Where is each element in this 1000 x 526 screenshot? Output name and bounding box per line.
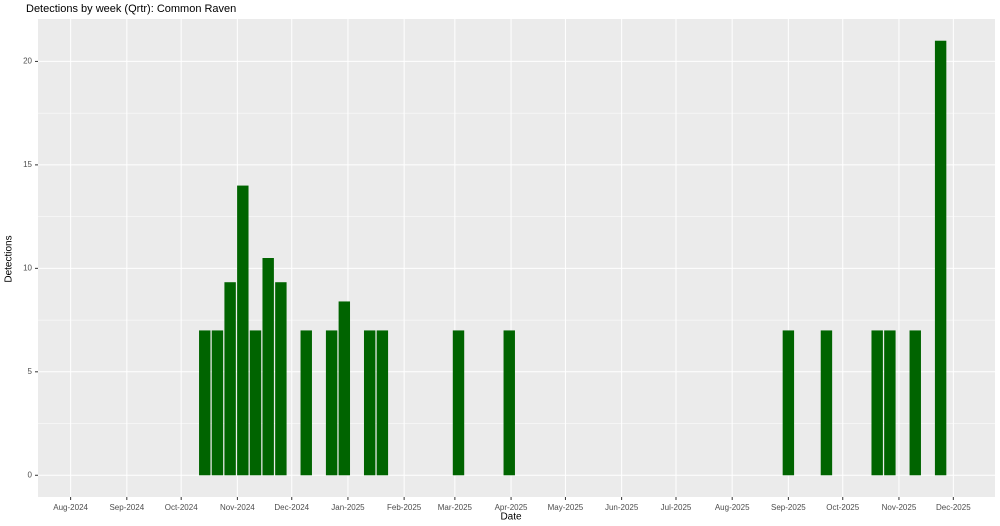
x-tick-label: Nov-2024 bbox=[220, 503, 255, 512]
x-tick-label: Oct-2025 bbox=[826, 503, 859, 512]
bar bbox=[820, 330, 833, 476]
bar bbox=[211, 330, 224, 476]
x-tick-label: Jul-2025 bbox=[661, 503, 692, 512]
x-axis-label: Date bbox=[500, 512, 522, 523]
y-tick-label: 5 bbox=[28, 367, 33, 376]
bar bbox=[884, 330, 896, 476]
chart-title: Detections by week (Qrtr): Common Raven bbox=[26, 3, 236, 15]
x-tick-label: Dec-2025 bbox=[936, 503, 971, 512]
x-tick-label: Mar-2025 bbox=[438, 503, 473, 512]
x-tick-label: Aug-2024 bbox=[53, 503, 88, 512]
bar bbox=[503, 330, 515, 476]
bar bbox=[249, 330, 262, 476]
x-tick-label: Feb-2025 bbox=[387, 503, 422, 512]
y-tick-label: 0 bbox=[28, 470, 33, 479]
x-tick-label: Oct-2024 bbox=[165, 503, 198, 512]
bar bbox=[224, 282, 236, 476]
x-tick-label: Jun-2025 bbox=[605, 503, 639, 512]
bar bbox=[782, 330, 795, 476]
x-tick-label: Aug-2025 bbox=[715, 503, 750, 512]
bar bbox=[871, 330, 883, 476]
bar bbox=[199, 330, 211, 476]
bar bbox=[275, 282, 287, 476]
x-tick-label: Sep-2024 bbox=[109, 503, 144, 512]
bar bbox=[262, 258, 274, 476]
bar bbox=[237, 185, 249, 476]
x-tick-label: Dec-2024 bbox=[274, 503, 309, 512]
x-tick-label: Jan-2025 bbox=[331, 503, 365, 512]
bar bbox=[363, 330, 376, 476]
y-tick-label: 20 bbox=[23, 57, 32, 66]
bar bbox=[325, 330, 338, 476]
bar bbox=[909, 330, 921, 476]
x-tick-label: Apr-2025 bbox=[495, 503, 528, 512]
y-axis-label: Detections bbox=[4, 235, 15, 282]
bar bbox=[300, 330, 312, 476]
x-tick-label: May-2025 bbox=[548, 503, 584, 512]
bar bbox=[452, 330, 465, 476]
bar bbox=[934, 40, 947, 476]
y-tick-label: 10 bbox=[23, 263, 32, 272]
bar bbox=[338, 301, 351, 476]
bar bbox=[376, 330, 389, 476]
plot-panel bbox=[38, 19, 995, 497]
x-tick-label: Nov-2025 bbox=[882, 503, 917, 512]
x-tick-label: Sep-2025 bbox=[771, 503, 806, 512]
y-tick-label: 15 bbox=[23, 160, 32, 169]
